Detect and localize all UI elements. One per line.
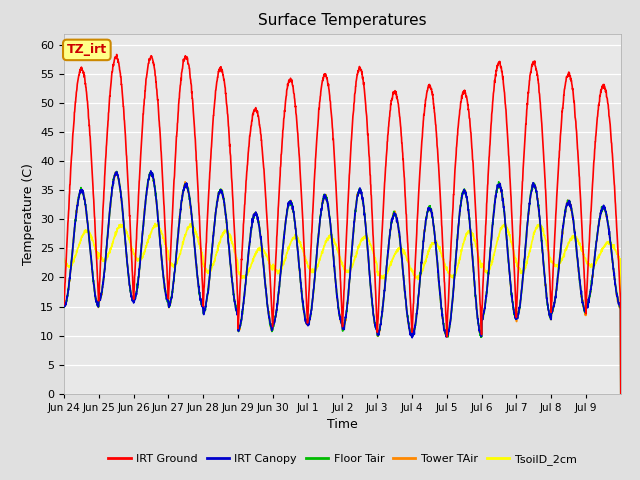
IRT Canopy xyxy=(116,183,124,189)
IRT Canopy xyxy=(60,304,68,310)
Tower TAir xyxy=(116,181,124,187)
Tower TAir xyxy=(60,303,68,309)
IRT Ground xyxy=(617,391,625,396)
TsoilD_2cm xyxy=(151,221,159,227)
Line: Floor Tair: Floor Tair xyxy=(64,171,621,394)
IRT Ground xyxy=(60,301,68,307)
Floor Tair xyxy=(617,391,625,396)
Y-axis label: Temperature (C): Temperature (C) xyxy=(22,163,35,264)
Title: Surface Temperatures: Surface Temperatures xyxy=(258,13,427,28)
IRT Ground xyxy=(116,68,124,73)
Tower TAir xyxy=(542,281,550,287)
TsoilD_2cm xyxy=(236,272,244,277)
IRT Ground xyxy=(113,51,120,57)
IRT Ground xyxy=(376,272,384,278)
IRT Canopy xyxy=(617,391,625,396)
Tower TAir xyxy=(617,391,625,396)
IRT Canopy xyxy=(609,263,617,269)
IRT Ground xyxy=(236,286,244,292)
Floor Tair xyxy=(113,168,120,174)
Floor Tair xyxy=(376,326,384,332)
Tower TAir xyxy=(147,168,155,174)
Floor Tair xyxy=(542,283,550,288)
Text: TZ_irt: TZ_irt xyxy=(67,43,107,56)
Legend: IRT Ground, IRT Canopy, Floor Tair, Tower TAir, TsoilD_2cm: IRT Ground, IRT Canopy, Floor Tair, Towe… xyxy=(104,450,581,469)
IRT Ground xyxy=(609,162,617,168)
TsoilD_2cm xyxy=(510,252,518,257)
Floor Tair xyxy=(510,311,518,316)
IRT Canopy xyxy=(376,325,384,331)
IRT Ground xyxy=(510,265,518,271)
Floor Tair xyxy=(609,264,617,269)
TsoilD_2cm xyxy=(542,237,550,242)
Tower TAir xyxy=(236,325,244,331)
Tower TAir xyxy=(510,312,518,317)
Line: IRT Canopy: IRT Canopy xyxy=(64,171,621,394)
IRT Canopy xyxy=(147,168,155,174)
Line: TsoilD_2cm: TsoilD_2cm xyxy=(64,224,621,394)
TsoilD_2cm xyxy=(116,223,124,228)
Line: IRT Ground: IRT Ground xyxy=(64,54,621,394)
TsoilD_2cm xyxy=(60,256,68,262)
Floor Tair xyxy=(60,304,68,310)
Tower TAir xyxy=(376,327,384,333)
TsoilD_2cm xyxy=(609,245,617,251)
IRT Canopy xyxy=(236,323,244,329)
IRT Canopy xyxy=(542,283,550,288)
Floor Tair xyxy=(116,184,124,190)
Line: Tower TAir: Tower TAir xyxy=(64,171,621,394)
TsoilD_2cm xyxy=(376,274,384,279)
Tower TAir xyxy=(609,263,617,268)
IRT Ground xyxy=(542,187,550,193)
X-axis label: Time: Time xyxy=(327,418,358,431)
Floor Tair xyxy=(236,323,244,328)
IRT Canopy xyxy=(510,311,518,316)
TsoilD_2cm xyxy=(617,391,625,396)
